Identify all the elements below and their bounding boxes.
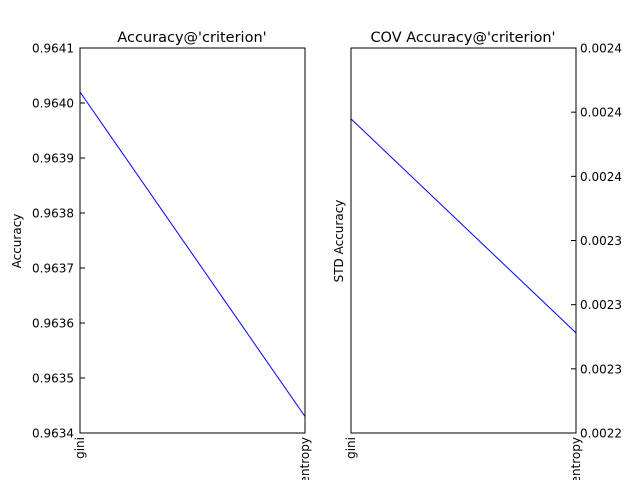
chart-accuracy-xticks: gini entropy <box>73 428 312 480</box>
chart-cov-accuracy: COV Accuracy@'criterion' STD Accuracy 0.… <box>332 30 622 480</box>
chart-cov-accuracy-ylabel: STD Accuracy <box>332 200 346 283</box>
ytick-label: 0.0024 <box>580 42 622 56</box>
chart-accuracy-yticks: 0.9634 0.9635 0.9636 0.9637 0.9638 0.9639 0.96… <box>32 42 85 441</box>
ytick-label: 0.0024 <box>580 106 622 120</box>
xtick-label: entropy <box>298 437 312 480</box>
ytick-label: 0.9636 <box>32 317 74 331</box>
chart-accuracy-ylabel: Accuracy <box>10 214 24 269</box>
xtick-label: gini <box>73 437 87 459</box>
xtick-label: entropy <box>569 437 583 480</box>
ytick-label: 0.0023 <box>580 298 622 312</box>
ytick-label: 0.9637 <box>32 262 74 276</box>
xtick-label: gini <box>344 437 358 459</box>
chart-cov-accuracy-title: COV Accuracy@'criterion' <box>370 30 555 46</box>
chart-cov-accuracy-yticks: 0.0022 0.0023 0.0023 0.0023 0.0024 0.0024 0.00… <box>571 42 622 441</box>
ytick-label: 0.9635 <box>32 372 74 386</box>
ytick-label: 0.9639 <box>32 152 74 166</box>
ytick-label: 0.9640 <box>32 97 74 111</box>
chart-accuracy-line <box>79 91 306 417</box>
ytick-label: 0.0024 <box>580 170 622 184</box>
chart-cov-accuracy-frame <box>350 47 577 434</box>
chart-accuracy-frame <box>79 47 306 434</box>
ytick-label: 0.0023 <box>580 234 622 248</box>
ytick-label: 0.9634 <box>32 427 74 441</box>
ytick-label: 0.0022 <box>580 427 622 441</box>
chart-accuracy-title: Accuracy@'criterion' <box>117 30 266 46</box>
ytick-label: 0.9638 <box>32 207 74 221</box>
chart-cov-accuracy-xticks: gini entropy <box>344 428 583 480</box>
ytick-label: 0.9641 <box>32 42 74 56</box>
chart-cov-accuracy-line <box>350 118 577 334</box>
chart-accuracy: Accuracy@'criterion' Accuracy 0.96340.96… <box>10 30 312 480</box>
ytick-label: 0.0023 <box>580 362 622 376</box>
